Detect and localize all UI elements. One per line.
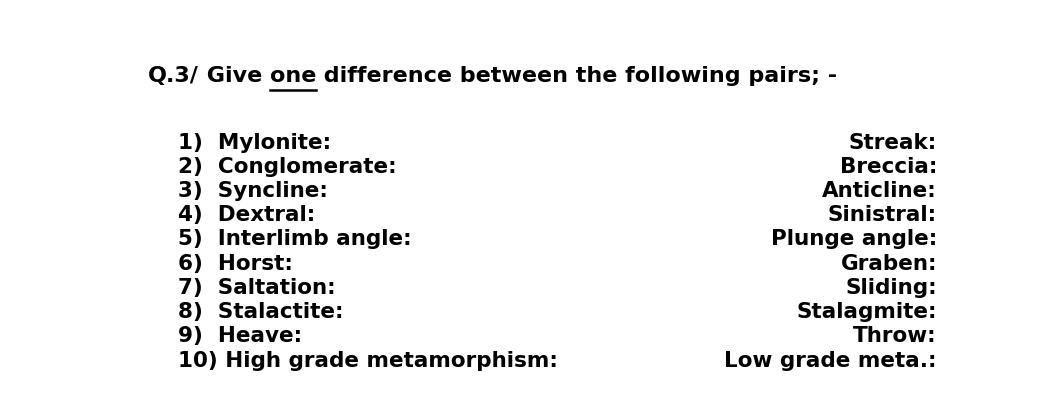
Text: Breccia:: Breccia: <box>839 157 937 176</box>
Text: Low grade meta.:: Low grade meta.: <box>725 350 937 370</box>
Text: Anticline:: Anticline: <box>822 180 937 201</box>
Text: difference between the following pairs; -: difference between the following pairs; … <box>316 66 837 85</box>
Text: Sliding:: Sliding: <box>846 277 937 297</box>
Text: Streak:: Streak: <box>849 132 937 152</box>
Text: Give: Give <box>199 66 269 85</box>
Text: 2)  Conglomerate:: 2) Conglomerate: <box>179 157 397 176</box>
Text: 1)  Mylonite:: 1) Mylonite: <box>179 132 332 152</box>
Text: Throw:: Throw: <box>853 325 937 346</box>
Text: 3)  Syncline:: 3) Syncline: <box>179 180 328 201</box>
Text: 4)  Dextral:: 4) Dextral: <box>179 205 316 225</box>
Text: 5)  Interlimb angle:: 5) Interlimb angle: <box>179 229 412 249</box>
Text: 10) High grade metamorphism:: 10) High grade metamorphism: <box>179 350 559 370</box>
Text: one: one <box>269 66 316 85</box>
Text: 8)  Stalactite:: 8) Stalactite: <box>179 301 344 321</box>
Text: Plunge angle:: Plunge angle: <box>770 229 937 249</box>
Text: Graben:: Graben: <box>841 253 937 273</box>
Text: Q.3/: Q.3/ <box>148 66 199 85</box>
Text: 9)  Heave:: 9) Heave: <box>179 325 302 346</box>
Text: 7)  Saltation:: 7) Saltation: <box>179 277 336 297</box>
Text: Sinistral:: Sinistral: <box>828 205 937 225</box>
Text: 6)  Horst:: 6) Horst: <box>179 253 294 273</box>
Text: Stalagmite:: Stalagmite: <box>797 301 937 321</box>
